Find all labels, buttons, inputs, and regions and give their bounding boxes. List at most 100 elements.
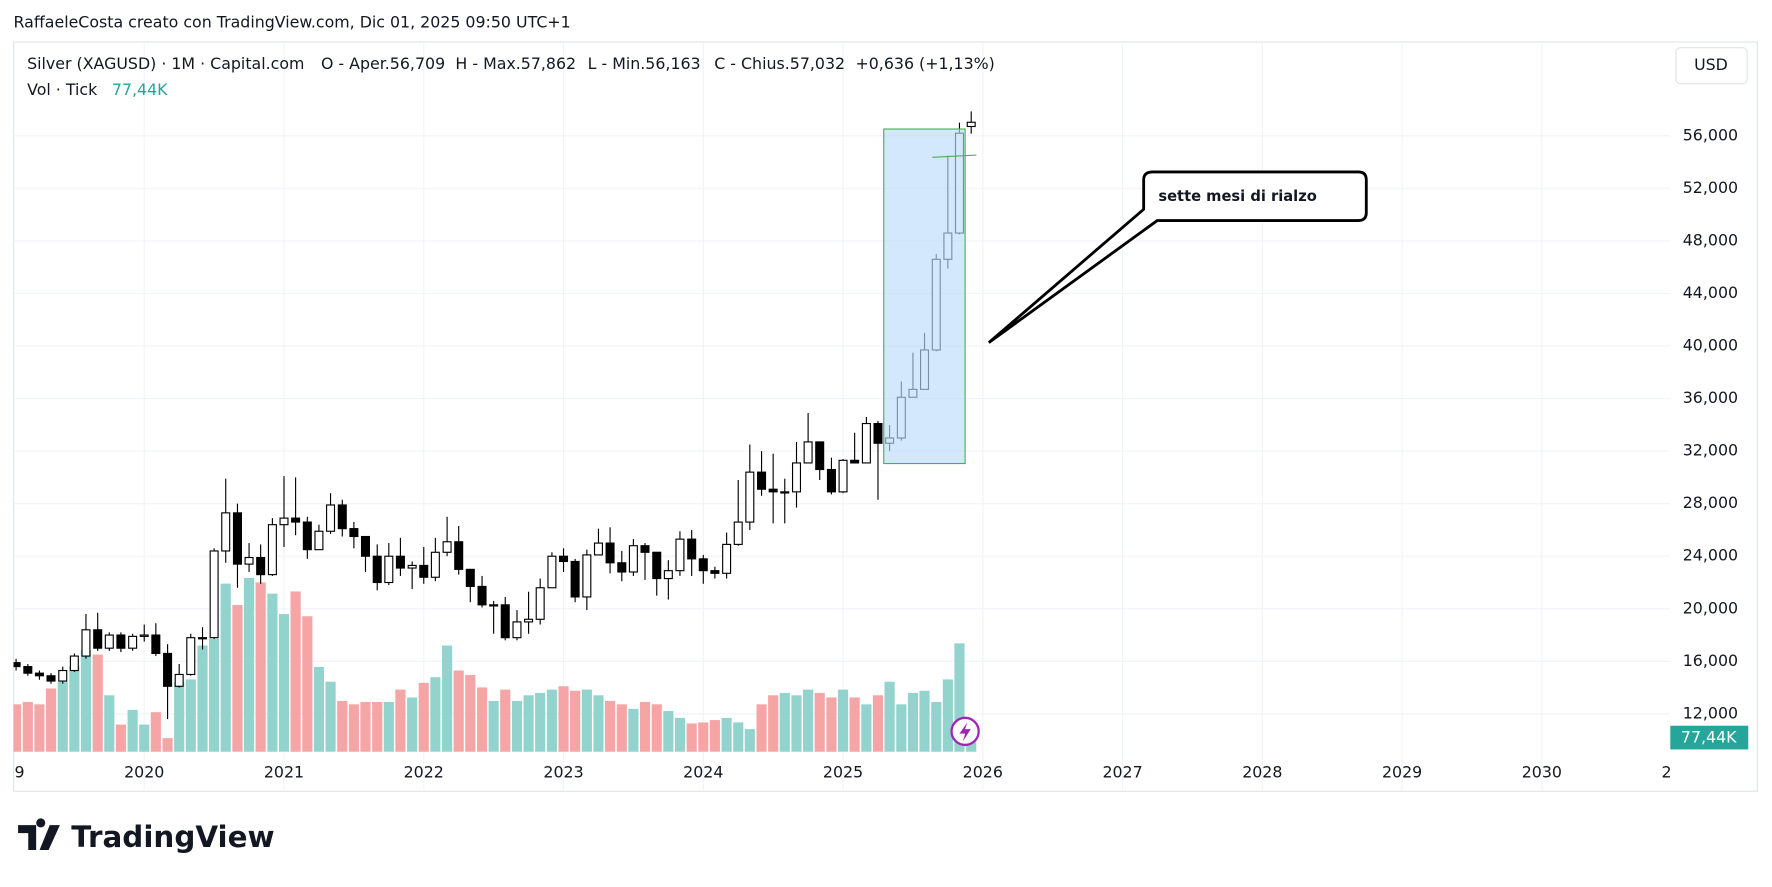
volume-bar [115,724,126,752]
candle-body [174,673,184,687]
volume-bar [954,643,965,752]
volume-bar [442,645,453,752]
candle-body [559,555,569,563]
y-tick-label: 56,000 [1683,125,1738,144]
volume-bar [22,701,33,752]
volume-bar [604,700,616,752]
candle-body [419,564,429,578]
x-tick-label: 2026 [963,763,1003,782]
y-tick-label: 36,000 [1683,388,1738,407]
y-tick-label: 40,000 [1683,336,1738,355]
x-tick-label: 2024 [683,763,723,782]
legend-change: +0,636 (+1,13%) [855,54,994,73]
volume-bar [966,740,977,752]
volume-bar [511,700,523,752]
candle-body [186,637,196,676]
volume-bar [243,577,255,752]
candle-body [128,635,138,649]
candle-body [104,634,114,649]
volume-bar [418,682,429,752]
candle-body [384,555,394,584]
volume-bar [907,692,919,752]
candle-body [116,634,126,649]
candle-body [815,441,825,471]
candle-body [803,441,813,464]
candle-body [652,551,662,580]
volume-bar [92,654,103,752]
candle-body [360,535,371,557]
volume-bar [709,720,720,752]
volume-bar [267,593,278,752]
candle-body [710,570,720,574]
legend-low: L - Min.56,163 [588,54,701,73]
volume-pane [13,577,977,752]
volume-bar [45,688,57,752]
x-tick-label: 2025 [823,763,863,782]
x-tick-label: 2028 [1242,763,1282,782]
candle-body [757,471,767,490]
volume-bar [313,666,325,752]
volume-bar [34,704,45,752]
candle-body [407,564,417,569]
candle-body [454,541,464,570]
volume-bar [756,704,767,752]
volume-bar [849,697,860,752]
x-tick-label: 2023 [543,763,583,782]
candle-body [838,459,848,493]
candle-body [139,634,149,637]
y-tick-label: 28,000 [1683,493,1738,512]
frame [12,41,1758,792]
volume-bar [558,686,569,752]
volume-bar [651,704,662,752]
volume-bar [826,697,837,752]
candle-body [465,568,475,588]
volume-bar [453,670,464,752]
callout [987,170,1368,344]
logo: TradingView [18,818,275,854]
volume-bar [255,582,266,752]
x-tick-label: 2019 [0,763,25,782]
volume-bar [919,690,930,752]
volume-bar [302,616,313,752]
candle-body [337,504,347,530]
volume-bar [872,695,884,752]
legend-high: H - Max.57,862 [455,54,576,73]
callout-text: sette mesi di rialzo [1158,188,1317,205]
candle-body [209,550,219,639]
candle-body [314,530,324,551]
volume-bar [127,709,138,752]
candle-body [826,468,836,493]
candle-body [197,637,208,640]
candle-body [675,538,685,572]
volume-bar [395,689,406,752]
candle-body [850,459,860,464]
volume-bar [791,695,802,752]
x-tick-label: 2030 [1522,763,1562,782]
x-tick-label: 2031 [1661,763,1701,782]
candle-body [279,517,289,526]
candle-body [58,669,68,682]
candle-body [500,604,510,639]
candle-body [326,504,336,532]
svg-text:TradingView: TradingView [71,820,275,854]
trend-mark [932,154,977,158]
candle-body [687,538,697,560]
x-tick-label: 2021 [264,763,304,782]
volume-bar [69,665,80,752]
grid [13,42,1671,792]
volume-badge [1670,725,1749,750]
candle-body [547,555,557,589]
volume-bar [733,722,744,752]
y-tick-label: 12,000 [1683,703,1738,722]
candle-body [244,556,254,565]
volume-bar [686,723,697,752]
legend-volume: Vol · Tick [27,80,98,99]
candle-body [69,655,79,672]
candle-body [535,587,545,620]
currency-button[interactable] [1675,47,1748,85]
currency-label[interactable]: USD [1694,55,1728,74]
volume-bar [209,638,220,752]
y-axis: 12,000 16,000 20,000 24,000 28,000 32,000 36,0… [1683,125,1738,722]
